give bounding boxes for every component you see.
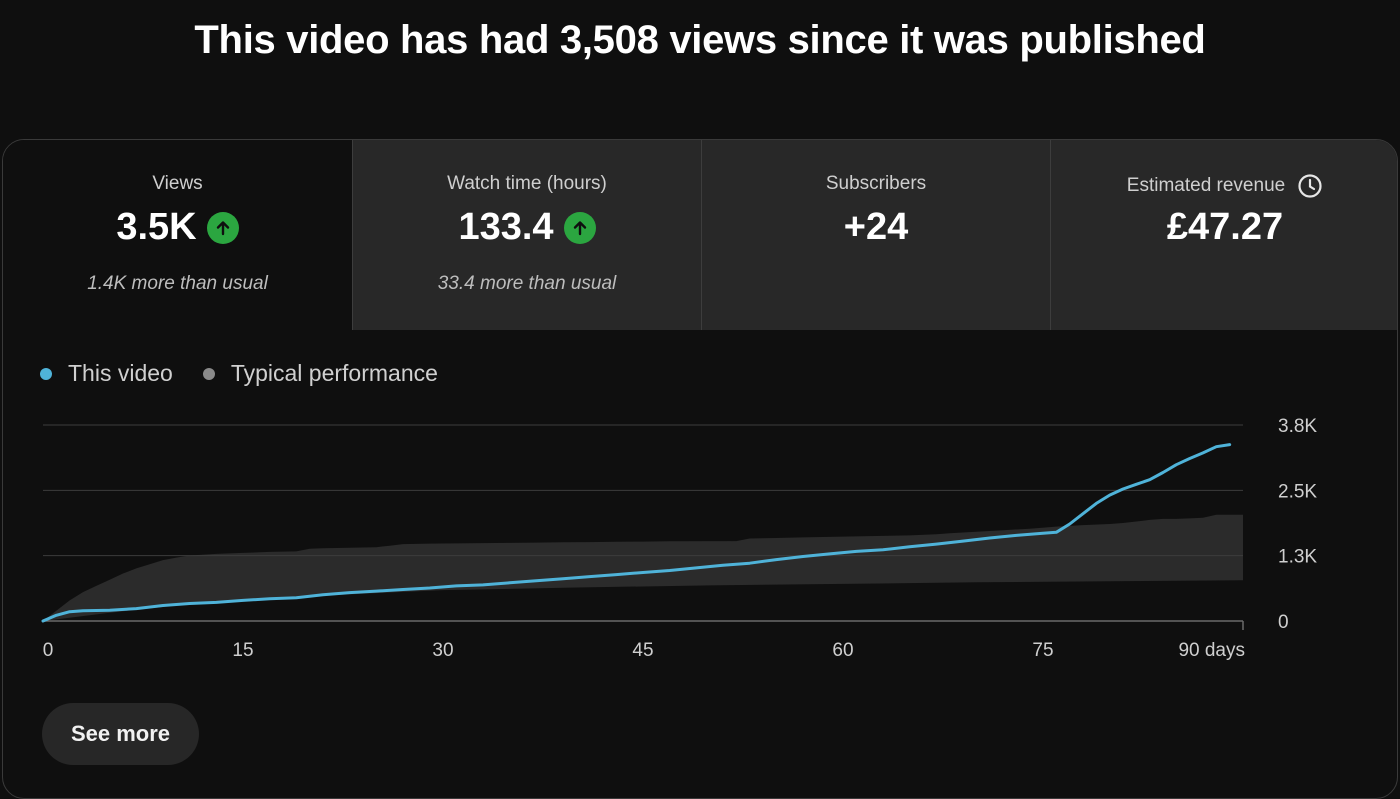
y-tick-label: 1.3K: [1278, 547, 1317, 568]
views-chart: 0 1.3K 2.5K 3.8K 0 15 30 45 60 75 90 days: [41, 416, 1317, 661]
y-tick-label: 2.5K: [1278, 481, 1317, 502]
clock-icon: [1298, 174, 1322, 198]
series-line-this-video: [41, 443, 1232, 623]
trend-up-icon: [563, 211, 596, 244]
x-tick-label: 30: [432, 640, 453, 661]
typical-performance-band: [43, 514, 1243, 621]
x-tick-label: 0: [43, 640, 54, 661]
x-tick-label: 75: [1032, 640, 1053, 661]
x-tick-label: 45: [632, 640, 653, 661]
trend-up-icon: [206, 211, 239, 244]
tab-subscribers[interactable]: Subscribers +24: [701, 140, 1050, 330]
tab-value: 3.5K: [116, 206, 197, 248]
tab-note: 1.4K more than usual: [87, 273, 268, 294]
y-tick-label: 3.8K: [1278, 416, 1317, 437]
metric-tabs: Views 3.5K 1.4K more than usual Watch ti…: [3, 140, 1397, 330]
legend-label: This video: [68, 360, 173, 386]
legend-item-typical-performance[interactable]: Typical performance: [202, 360, 438, 387]
tab-value: 133.4: [458, 206, 554, 248]
tab-label: Watch time (hours): [447, 173, 607, 194]
tab-note: 33.4 more than usual: [437, 273, 617, 294]
see-more-button[interactable]: See more: [42, 703, 199, 765]
legend-label: Typical performance: [230, 360, 438, 386]
y-tick-label: 0: [1278, 612, 1289, 633]
page-title: This video has had 3,508 views since it …: [194, 18, 1206, 62]
tab-label: Views: [152, 173, 203, 194]
tab-value: £47.27: [1166, 206, 1284, 248]
tab-value: +24: [843, 206, 909, 248]
chart-legend: This video Typical performance: [40, 360, 438, 387]
tab-label: Estimated revenue: [1126, 175, 1286, 196]
tab-label: Subscribers: [825, 173, 927, 194]
x-tick-label: 90 days: [1178, 640, 1245, 661]
tab-watch-time[interactable]: Watch time (hours) 133.4 33.4 more than …: [352, 140, 701, 330]
analytics-card: Views 3.5K 1.4K more than usual Watch ti…: [2, 139, 1398, 799]
legend-item-this-video[interactable]: This video: [40, 360, 173, 387]
x-tick-label: 15: [232, 640, 253, 661]
tab-estimated-revenue[interactable]: Estimated revenue £47.27: [1050, 140, 1397, 330]
x-tick-label: 60: [832, 640, 853, 661]
legend-dot-typical: [202, 367, 215, 380]
legend-dot-this-video: [40, 367, 52, 380]
tab-views[interactable]: Views 3.5K 1.4K more than usual: [3, 140, 352, 330]
